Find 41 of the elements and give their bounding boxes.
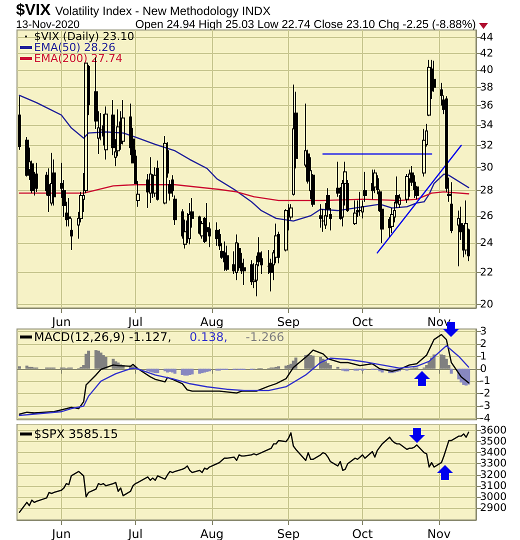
y-tick-label: 44 (480, 32, 494, 44)
y-tick-label: 36 (480, 100, 494, 112)
y-tick-label: 34 (480, 118, 494, 131)
y-tick-label: -4 (480, 412, 491, 425)
chart-subtitle: 13-Nov-2020 (16, 19, 80, 31)
legend-label: MACD(12,26,9) -1.127, (34, 330, 172, 344)
y-tick-label: -1 (480, 375, 490, 388)
y-tick-label: 0 (480, 362, 487, 375)
legend-label: $VIX (Daily) 23.10 (34, 30, 134, 43)
y-tick-label: 3600 (480, 424, 507, 437)
x-tick-label: Oct (352, 527, 374, 540)
legend-label: EMA(200) 27.74 (34, 52, 123, 65)
legend-label: $SPX 3585.15 (34, 427, 118, 441)
y-tick-label: 3000 (480, 490, 507, 503)
y-tick-label: 40 (480, 64, 494, 76)
y-tick-label: 22 (480, 266, 494, 278)
x-tick-label: Oct (352, 315, 374, 329)
y-tick-label: 2 (480, 338, 487, 350)
chart-title: $VIX Volatility Index - New Methodology INDX (16, 2, 271, 20)
y-tick-label: 30 (480, 161, 494, 174)
legend-label: EMA(50) 28.26 (34, 41, 116, 54)
y-tick-label: -2 (480, 388, 490, 400)
y-tick-label: 3400 (480, 446, 507, 459)
y-tick-label: 3100 (480, 480, 507, 492)
y-tick-label: 1 (480, 350, 487, 362)
text: 0.138, (189, 330, 228, 344)
y-tick-label: -3 (480, 400, 490, 412)
y-tick-label: 26 (480, 210, 494, 222)
y-tick-label: 3 (480, 325, 487, 338)
y-tick-label: 3300 (480, 458, 507, 470)
y-tick-label: 20 (480, 298, 494, 311)
series-label: -1.266 (246, 330, 284, 344)
y-tick-label: 24 (480, 236, 494, 249)
y-tick-label: 3500 (480, 436, 507, 448)
y-tick-label: 3200 (480, 468, 507, 481)
y-tick-label: 2900 (480, 502, 507, 514)
y-tick-label: 38 (480, 81, 494, 94)
y-tick-label: 42 (480, 47, 494, 60)
y-tick-label: 28 (480, 184, 494, 197)
x-tick-label: Nov (427, 527, 451, 540)
y-tick-label: 32 (480, 139, 494, 152)
